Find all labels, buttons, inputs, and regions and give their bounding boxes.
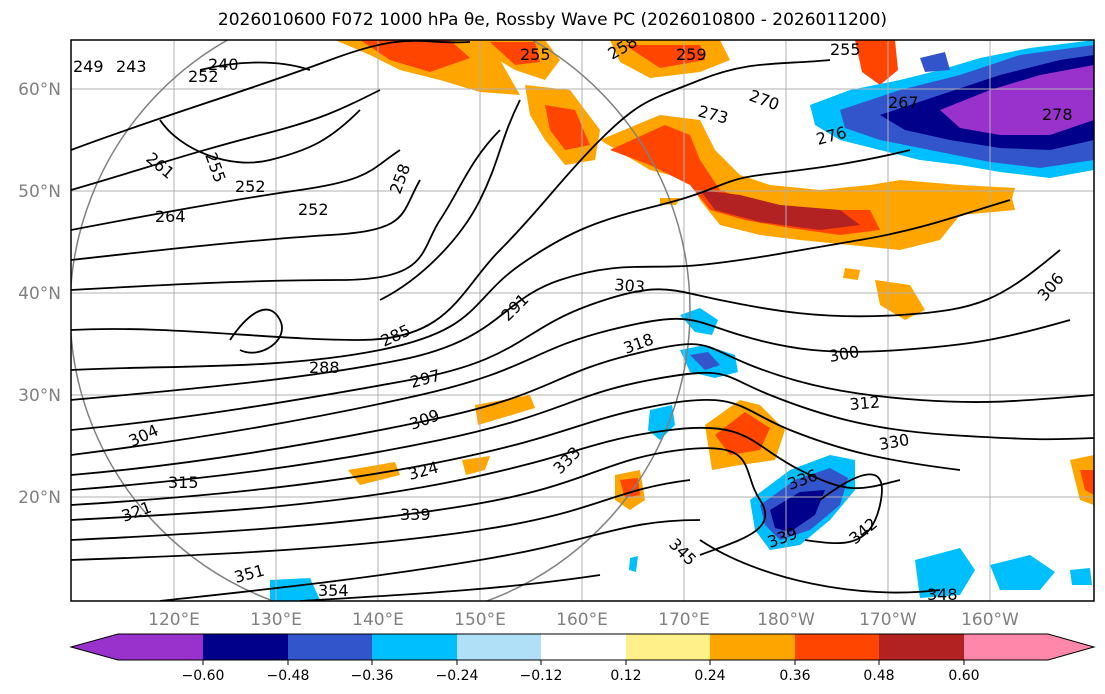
contour-label: 288 xyxy=(309,358,340,377)
colorbar-segment xyxy=(288,634,372,660)
contour-label: 259 xyxy=(676,45,707,64)
colorbar-tick-label: −0.36 xyxy=(351,668,394,684)
lon-label: 170°W xyxy=(859,610,917,630)
lat-label: 60°N xyxy=(18,80,61,100)
contour-label: 249 xyxy=(73,57,104,76)
colorbar-segment xyxy=(71,634,203,660)
colorbar-segment xyxy=(795,634,879,660)
colorbar-segment xyxy=(879,634,964,660)
latitude-labels: 60°N 50°N 40°N 30°N 20°N xyxy=(18,80,61,508)
colorbar-segment xyxy=(964,634,1094,660)
colorbar-segment xyxy=(372,634,457,660)
contour-label: 267 xyxy=(888,93,919,112)
contour-label: 252 xyxy=(188,67,219,86)
contour-label: 252 xyxy=(235,177,266,196)
plot-title: 2026010600 F072 1000 hPa θe, Rossby Wave… xyxy=(217,10,888,30)
colorbar-segment xyxy=(203,634,288,660)
colorbar-segment xyxy=(457,634,541,660)
contour-label: 240 xyxy=(208,55,239,74)
contour-labels: 249 243 240 252 261 264 255 252 252 258 … xyxy=(73,40,1073,604)
lat-label: 30°N xyxy=(18,386,61,406)
colorbar-tick-label: −0.60 xyxy=(182,668,225,684)
reference-circle xyxy=(71,40,691,601)
contour-label: 243 xyxy=(116,57,147,76)
colorbar-tick-label: 0.60 xyxy=(948,668,979,684)
lon-label: 150°E xyxy=(454,610,506,630)
contour-label: 354 xyxy=(318,581,349,600)
map-frame xyxy=(70,39,1095,602)
lon-label: 160°E xyxy=(556,610,608,630)
lon-label: 140°E xyxy=(352,610,404,630)
colorbar-tick-label: 0.48 xyxy=(863,668,894,684)
contour-label: 255 xyxy=(520,45,551,64)
theta-e-contours xyxy=(71,40,1094,601)
colorbar-tick-label: 0.24 xyxy=(694,668,725,684)
colorbar-tick-label: −0.24 xyxy=(436,668,479,684)
contour-label: 348 xyxy=(927,585,958,604)
colorbar-tick-label: −0.12 xyxy=(520,668,563,684)
colorbar-segment xyxy=(710,634,795,660)
contour-label: 339 xyxy=(400,505,431,524)
colorbar: −0.60 −0.48 −0.36 −0.24 −0.12 0.12 0.24 … xyxy=(69,633,1096,684)
longitude-labels: 120°E 130°E 140°E 150°E 160°E 170°E 180°… xyxy=(148,610,1019,630)
colorbar-tick-label: −0.48 xyxy=(267,668,310,684)
lon-label: 120°E xyxy=(148,610,200,630)
colorbar-tick-label: 0.12 xyxy=(610,668,641,684)
colorbar-tick-label: 0.36 xyxy=(779,668,810,684)
lon-label: 170°E xyxy=(658,610,710,630)
contour-label: 252 xyxy=(298,200,329,219)
colorbar-segment xyxy=(541,634,626,660)
lat-label: 50°N xyxy=(18,182,61,202)
contour-label: 278 xyxy=(1042,105,1073,124)
lon-label: 160°W xyxy=(961,610,1019,630)
contour-label: 264 xyxy=(155,207,186,226)
contour-label: 255 xyxy=(830,40,861,59)
contour-label: 312 xyxy=(849,392,881,414)
lat-label: 40°N xyxy=(18,284,61,304)
contour-label: 315 xyxy=(168,473,199,492)
graticule xyxy=(71,40,1094,601)
contour-label: 303 xyxy=(614,275,646,297)
lon-label: 130°E xyxy=(250,610,302,630)
lat-label: 20°N xyxy=(18,488,61,508)
colorbar-segment xyxy=(626,634,710,660)
lon-label: 180°W xyxy=(757,610,815,630)
